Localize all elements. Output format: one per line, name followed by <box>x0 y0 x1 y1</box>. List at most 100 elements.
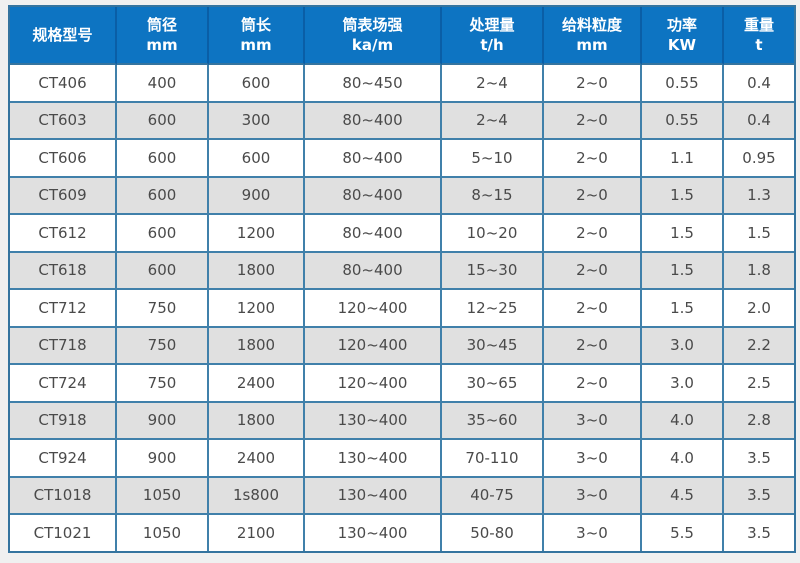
value-cell: 40-75 <box>442 477 544 515</box>
table-body: CT406 400 600 80~450 2~4 2~0 0.55 0.4 CT603 600 30… <box>10 65 794 551</box>
value-cell: 2.5 <box>724 365 794 403</box>
value-cell: 8~15 <box>442 177 544 215</box>
value-cell: 80~450 <box>305 65 442 103</box>
value-cell: 1.5 <box>642 177 724 215</box>
value-cell: 750 <box>117 365 209 403</box>
value-cell: 600 <box>117 215 209 253</box>
header-label: 规格型号 <box>32 25 93 44</box>
value-cell: 50-80 <box>442 515 544 551</box>
table-row: CT724 750 2400 120~400 30~65 2~0 3.0 2.5 <box>10 365 794 403</box>
value-cell: 3~0 <box>544 477 642 515</box>
value-cell: 400 <box>117 65 209 103</box>
value-cell: 2~0 <box>544 65 642 103</box>
model-cell: CT1018 <box>10 477 117 515</box>
value-cell: 0.55 <box>642 102 724 140</box>
value-cell: 3.5 <box>724 515 794 551</box>
value-cell: 1800 <box>209 402 305 440</box>
value-cell: 2~4 <box>442 102 544 140</box>
header-label: 筒径 <box>146 15 177 34</box>
value-cell: 2.8 <box>724 402 794 440</box>
value-cell: 750 <box>117 327 209 365</box>
spec-table-container: 规格型号 筒径 mm 筒长 mm 筒表场强 ka/m 处理量 t/h 给料粒度 mm 功率 KW 重量 t … <box>8 5 796 553</box>
model-cell: CT924 <box>10 440 117 478</box>
value-cell: 5.5 <box>642 515 724 551</box>
model-cell: CT612 <box>10 215 117 253</box>
value-cell: 2~0 <box>544 177 642 215</box>
value-cell: 12~25 <box>442 290 544 328</box>
header-cell: 筒长 mm <box>209 7 305 65</box>
value-cell: 0.95 <box>724 140 794 178</box>
table-row: CT612 600 1200 80~400 10~20 2~0 1.5 1.5 <box>10 215 794 253</box>
value-cell: 80~400 <box>305 215 442 253</box>
header-label: 处理量 <box>469 15 515 34</box>
header-label: 筒表场强 <box>342 15 403 34</box>
table-row: CT1018 1050 1s800 130~400 40-75 3~0 4.5 3.5 <box>10 477 794 515</box>
value-cell: 2~0 <box>544 252 642 290</box>
header-cell: 处理量 t/h <box>442 7 544 65</box>
value-cell: 600 <box>117 177 209 215</box>
table-row: CT712 750 1200 120~400 12~25 2~0 1.5 2.0 <box>10 290 794 328</box>
value-cell: 1.5 <box>724 215 794 253</box>
model-cell: CT1021 <box>10 515 117 551</box>
header-unit: KW <box>667 36 697 54</box>
table-row: CT603 600 300 80~400 2~4 2~0 0.55 0.4 <box>10 102 794 140</box>
value-cell: 1.8 <box>724 252 794 290</box>
value-cell: 120~400 <box>305 290 442 328</box>
value-cell: 300 <box>209 102 305 140</box>
value-cell: 1200 <box>209 215 305 253</box>
value-cell: 900 <box>117 440 209 478</box>
value-cell: 1.5 <box>642 290 724 328</box>
table-row: CT406 400 600 80~450 2~4 2~0 0.55 0.4 <box>10 65 794 103</box>
header-cell: 给料粒度 mm <box>544 7 642 65</box>
value-cell: 80~400 <box>305 252 442 290</box>
value-cell: 0.55 <box>642 65 724 103</box>
value-cell: 80~400 <box>305 177 442 215</box>
model-cell: CT606 <box>10 140 117 178</box>
table-row: CT609 600 900 80~400 8~15 2~0 1.5 1.3 <box>10 177 794 215</box>
header-cell: 规格型号 <box>10 7 117 65</box>
model-cell: CT712 <box>10 290 117 328</box>
value-cell: 600 <box>209 65 305 103</box>
table-header: 规格型号 筒径 mm 筒长 mm 筒表场强 ka/m 处理量 t/h 给料粒度 mm 功率 KW 重量 t <box>10 7 794 65</box>
value-cell: 1s800 <box>209 477 305 515</box>
value-cell: 2~0 <box>544 365 642 403</box>
header-label: 给料粒度 <box>561 15 622 34</box>
value-cell: 130~400 <box>305 440 442 478</box>
value-cell: 600 <box>117 140 209 178</box>
value-cell: 1.5 <box>642 252 724 290</box>
value-cell: 1050 <box>117 515 209 551</box>
value-cell: 3~0 <box>544 515 642 551</box>
value-cell: 1.5 <box>642 215 724 253</box>
value-cell: 600 <box>209 140 305 178</box>
value-cell: 3.0 <box>642 327 724 365</box>
value-cell: 2~0 <box>544 102 642 140</box>
header-row: 规格型号 筒径 mm 筒长 mm 筒表场强 ka/m 处理量 t/h 给料粒度 mm 功率 KW 重量 t <box>10 7 794 65</box>
value-cell: 1800 <box>209 327 305 365</box>
header-cell: 筒表场强 ka/m <box>305 7 442 65</box>
value-cell: 2~0 <box>544 290 642 328</box>
value-cell: 900 <box>117 402 209 440</box>
value-cell: 10~20 <box>442 215 544 253</box>
header-unit: t <box>755 36 763 54</box>
value-cell: 2.2 <box>724 327 794 365</box>
value-cell: 30~45 <box>442 327 544 365</box>
value-cell: 130~400 <box>305 402 442 440</box>
model-cell: CT609 <box>10 177 117 215</box>
value-cell: 600 <box>117 252 209 290</box>
value-cell: 35~60 <box>442 402 544 440</box>
header-cell: 功率 KW <box>642 7 724 65</box>
header-unit: t/h <box>480 36 504 54</box>
value-cell: 2~0 <box>544 215 642 253</box>
value-cell: 2100 <box>209 515 305 551</box>
value-cell: 0.4 <box>724 102 794 140</box>
value-cell: 120~400 <box>305 327 442 365</box>
value-cell: 900 <box>209 177 305 215</box>
value-cell: 3~0 <box>544 440 642 478</box>
value-cell: 130~400 <box>305 477 442 515</box>
header-label: 重量 <box>743 15 774 34</box>
table-row: CT718 750 1800 120~400 30~45 2~0 3.0 2.2 <box>10 327 794 365</box>
value-cell: 15~30 <box>442 252 544 290</box>
value-cell: 2~0 <box>544 327 642 365</box>
value-cell: 80~400 <box>305 140 442 178</box>
value-cell: 1800 <box>209 252 305 290</box>
